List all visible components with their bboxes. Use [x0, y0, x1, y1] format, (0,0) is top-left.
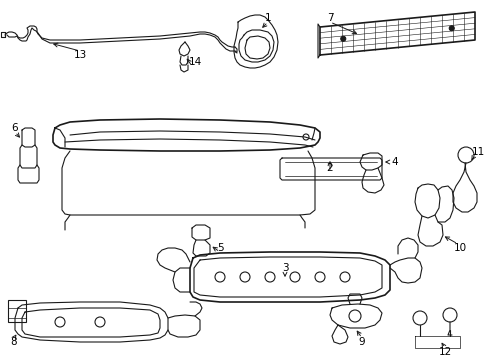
- Text: 13: 13: [73, 50, 86, 60]
- Text: 6: 6: [12, 123, 18, 133]
- Text: 4: 4: [391, 157, 398, 167]
- Text: 5: 5: [216, 243, 223, 253]
- Text: 9: 9: [358, 337, 365, 347]
- Text: 1: 1: [264, 13, 271, 23]
- Text: 3: 3: [281, 263, 288, 273]
- Text: 14: 14: [188, 57, 201, 67]
- Text: 8: 8: [11, 337, 17, 347]
- Bar: [8, 300, 26, 322]
- Text: 12: 12: [437, 347, 451, 357]
- Circle shape: [340, 36, 345, 41]
- Circle shape: [448, 26, 453, 31]
- Text: 11: 11: [470, 147, 484, 157]
- Text: 10: 10: [452, 243, 466, 253]
- Text: 2: 2: [326, 163, 333, 173]
- Text: 7: 7: [326, 13, 333, 23]
